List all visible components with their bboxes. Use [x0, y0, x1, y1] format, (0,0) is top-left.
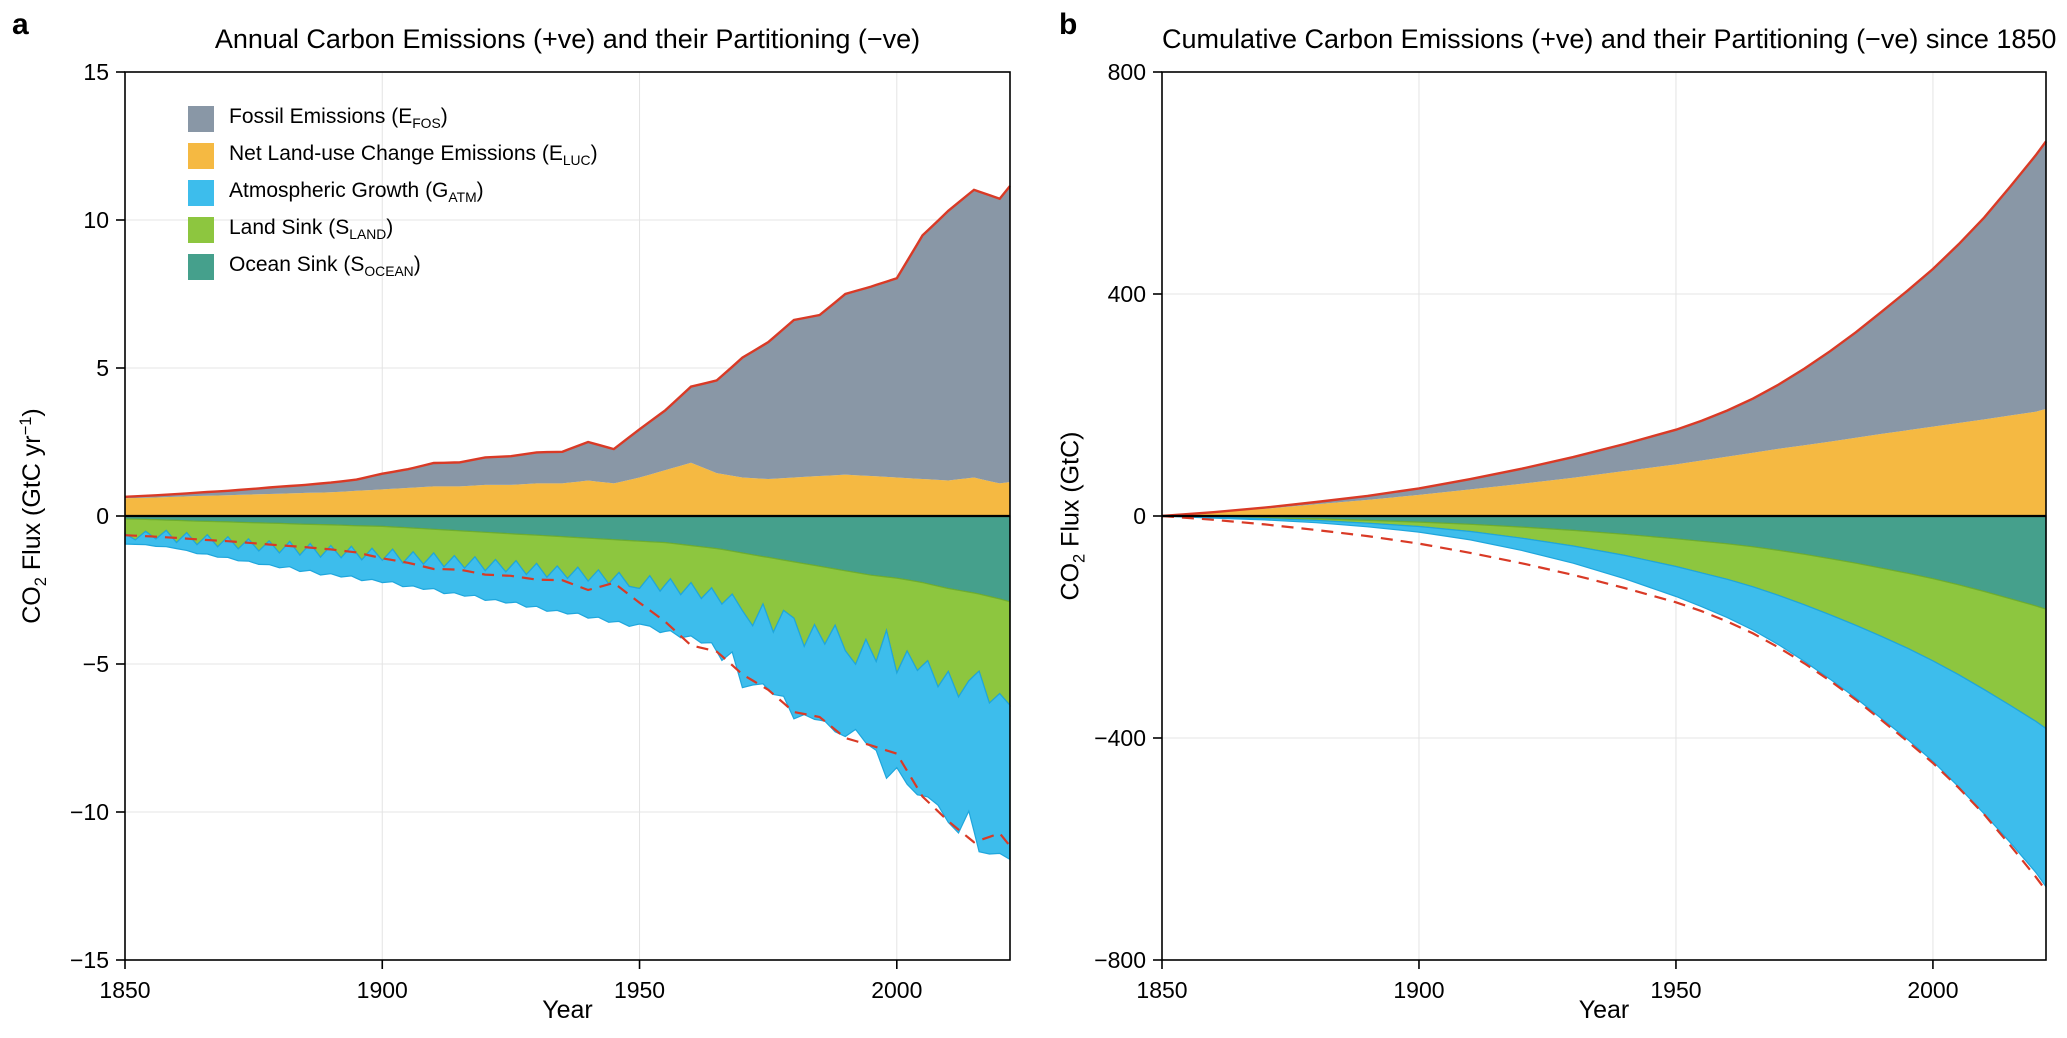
axis-title-fragment: Flux (GtC yr — [18, 435, 47, 578]
area-landuse — [125, 462, 1010, 516]
axis-title-fragment: CO — [1056, 562, 1085, 601]
axis-title-fragment: CO — [18, 586, 47, 624]
axis-title-fragment: ) — [18, 408, 47, 417]
area-fossil — [1162, 141, 2046, 516]
panel-a-chart-mount: −15 −10 −5 0 5 10 15 1850 1900 1950 2000 — [0, 0, 1033, 1033]
panel-b: −800 −400 0 400 800 1850 1900 1950 2000 b Cumula… — [1033, 0, 2067, 1033]
legend-entry-land_sink: Land Sink (SLAND) — [188, 211, 598, 248]
panel-b-y-axis-title: CO2 Flux (GtC) — [1057, 432, 1090, 601]
axis-title-fragment: −1 — [16, 416, 35, 436]
y-tick-label: −5 — [83, 651, 109, 677]
legend-swatch-ocean_sink — [188, 253, 214, 280]
panel-a-x-axis-title: Year — [542, 996, 593, 1024]
legend-label: Fossil Emissions (EFOS) — [229, 105, 448, 132]
legend-entry-landuse: Net Land-use Change Emissions (ELUC) — [188, 137, 598, 174]
legend-swatch-landuse — [188, 142, 214, 169]
total-emissions-line — [1161, 140, 2047, 518]
x-tick-label: 1950 — [1650, 977, 1701, 1003]
y-tick-label: −10 — [70, 799, 109, 825]
x-tick-label: 1900 — [357, 977, 408, 1003]
panel-b-chart-mount: −800 −400 0 400 800 1850 1900 1950 2000 — [1033, 0, 2067, 1033]
panel-a: −15 −10 −5 0 5 10 15 1850 1900 1950 2000 a Annual … — [0, 0, 1033, 1033]
legend-entry-atmosphere: Atmospheric Growth (GATM) — [188, 174, 598, 211]
panel-a-y-axis-title: CO2 Flux (GtC yr−1) — [17, 408, 51, 624]
legend-swatch-fossil — [188, 105, 214, 132]
legend-label: Net Land-use Change Emissions (ELUC) — [229, 142, 598, 169]
legend-label: Atmospheric Growth (GATM) — [229, 179, 484, 206]
y-tick-label: 0 — [1133, 503, 1146, 529]
panel-a-label: a — [12, 8, 29, 41]
x-tick-label: 2000 — [871, 977, 922, 1003]
y-tick-label: 800 — [1108, 59, 1146, 85]
x-tick-label: 1950 — [614, 977, 665, 1003]
mirrored-emissions-line — [124, 534, 1011, 847]
legend-entry-ocean_sink: Ocean Sink (SOCEAN) — [188, 248, 598, 285]
y-tick-label: 0 — [96, 503, 109, 529]
y-tick-label: 5 — [96, 355, 109, 381]
legend-swatch-atmosphere — [188, 179, 214, 206]
legend-label: Ocean Sink (SOCEAN) — [229, 253, 421, 280]
x-tick-label: 1900 — [1393, 977, 1444, 1003]
x-tick-label: 2000 — [1907, 977, 1958, 1003]
panel-b-x-axis-title: Year — [1578, 996, 1630, 1024]
area-fossil — [125, 186, 1010, 499]
chart-canvas: −15 −10 −5 0 5 10 15 1850 1900 1950 2000 — [70, 59, 1011, 1003]
legend-label: Land Sink (SLAND) — [229, 216, 394, 243]
legend-swatch-land_sink — [188, 216, 214, 243]
y-tick-label: −15 — [70, 947, 109, 973]
panel-b-label: b — [1059, 8, 1078, 41]
mirrored-emissions-line — [1161, 514, 2047, 892]
axis-title-fragment: 2 — [1070, 553, 1089, 563]
y-tick-label: −800 — [1094, 947, 1146, 973]
panel-b-title: Cumulative Carbon Emissions (+ve) and th… — [1162, 24, 2057, 54]
legend: Fossil Emissions (EFOS) Net Land-use Chan… — [188, 100, 598, 285]
y-tick-label: 10 — [83, 207, 109, 233]
y-tick-label: 400 — [1108, 281, 1146, 307]
axis-title-fragment: 2 — [32, 577, 51, 587]
area-landuse — [1162, 408, 2046, 516]
x-tick-label: 1850 — [1136, 977, 1187, 1003]
x-tick-label: 1850 — [99, 977, 150, 1003]
y-tick-label: −400 — [1094, 725, 1146, 751]
chart-canvas: −800 −400 0 400 800 1850 1900 1950 2000 — [1094, 59, 2047, 1003]
y-tick-label: 15 — [83, 59, 109, 85]
legend-entry-fossil: Fossil Emissions (EFOS) — [188, 100, 598, 137]
total-emissions-line — [124, 185, 1011, 498]
panel-a-title: Annual Carbon Emissions (+ve) and their … — [214, 24, 921, 54]
axis-title-fragment: Flux (GtC) — [1056, 431, 1085, 554]
